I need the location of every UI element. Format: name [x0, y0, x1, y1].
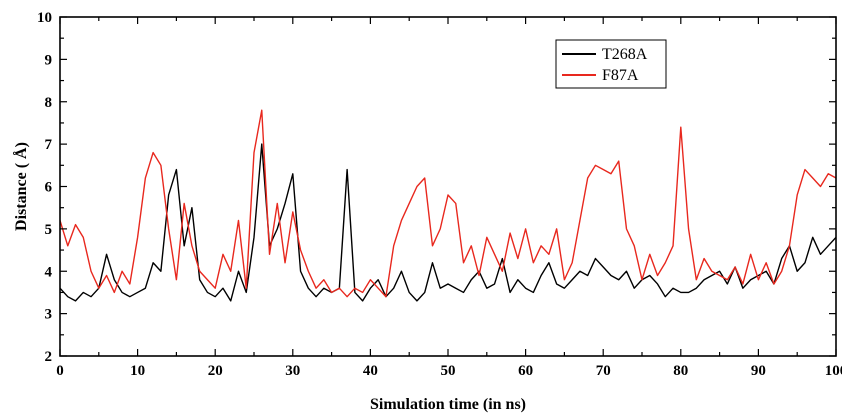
x-axis-title: Simulation time (in ns): [370, 396, 526, 413]
series-line-t268a: [59, 143, 837, 302]
x-tick-label: 80: [673, 363, 688, 379]
x-tick-label: 20: [208, 363, 223, 379]
x-tick-label: 30: [285, 363, 300, 379]
x-tick-label: 100: [825, 363, 842, 379]
x-tick-label: 70: [596, 363, 611, 379]
x-tick-label: 60: [518, 363, 533, 379]
y-tick-label: 5: [45, 222, 53, 238]
x-tick-label: 40: [363, 363, 378, 379]
plot-frame: [59, 16, 837, 357]
y-tick-label: 7: [45, 137, 53, 153]
legend-box: [555, 39, 667, 89]
y-tick-label: 10: [37, 10, 52, 26]
legend-label-t268a: T268A: [602, 46, 648, 63]
series-line-f87a: [59, 109, 837, 298]
y-tick-label: 8: [45, 95, 53, 111]
ticks-layer: 0 10 20 30 40 50 60 70 80 90 100 2 3 4 5 6 7 8 9 10: [37, 10, 842, 379]
y-tick-label: 4: [45, 264, 53, 280]
y-tick-label: 9: [45, 52, 53, 68]
x-tick-label: 10: [130, 363, 145, 379]
legend-label-f87a: F87A: [602, 67, 639, 84]
series-layer: [59, 109, 837, 302]
x-tick-label: 50: [441, 363, 456, 379]
y-tick-label: 6: [45, 180, 53, 196]
y-tick-label: 2: [45, 349, 53, 365]
y-axis-title: Distance ( Å): [12, 142, 30, 231]
legend: T268A F87A: [555, 39, 667, 89]
x-tick-label: 90: [751, 363, 766, 379]
y-tick-label: 3: [45, 307, 53, 323]
x-tick-label: 0: [56, 363, 64, 379]
